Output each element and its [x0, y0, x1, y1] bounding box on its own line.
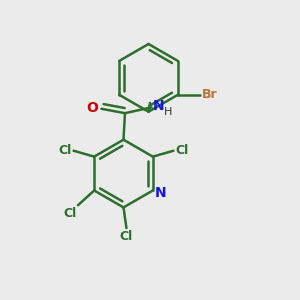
Text: H: H: [164, 107, 172, 117]
Text: Cl: Cl: [63, 207, 76, 220]
Text: N: N: [154, 186, 166, 200]
Text: Cl: Cl: [175, 144, 188, 157]
Text: N: N: [153, 99, 165, 113]
Text: Br: Br: [201, 88, 217, 101]
Text: Cl: Cl: [59, 144, 72, 157]
Text: Cl: Cl: [120, 230, 133, 242]
Text: O: O: [87, 101, 98, 115]
